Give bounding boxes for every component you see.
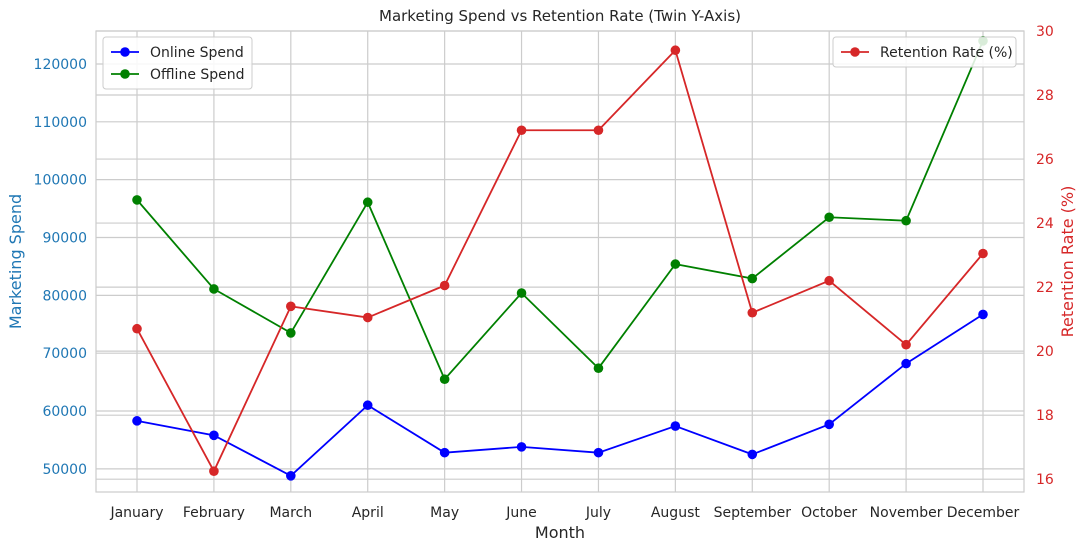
data-point: [670, 421, 681, 431]
legend-right: Retention Rate (%): [832, 36, 1017, 68]
data-point: [516, 288, 527, 298]
data-point: [978, 248, 988, 259]
legend-marker: [120, 47, 130, 57]
x-tick-label: April: [352, 505, 384, 521]
left-tick-label: 70000: [42, 346, 87, 362]
left-axis-ticks: 50000 60000 70000 80000 90000 100000 110000 120…: [34, 57, 87, 478]
data-point: [286, 328, 296, 338]
data-point: [132, 323, 142, 334]
x-axis-ticks: January February March April May June July Augu…: [109, 505, 1019, 521]
right-tick-label: 22: [1036, 280, 1054, 296]
data-point: [824, 275, 834, 286]
legend-box: [832, 36, 1017, 68]
data-point: [516, 125, 527, 136]
data-point: [362, 197, 373, 208]
legend-box: [102, 36, 253, 90]
data-point: [824, 419, 834, 430]
data-point: [593, 363, 604, 374]
data-point: [132, 416, 142, 426]
x-tick-label: September: [714, 505, 792, 521]
series-line: [136, 40, 984, 381]
legend-label: Online Spend: [150, 45, 244, 61]
data-point: [362, 400, 373, 411]
data-point: [439, 447, 450, 458]
legend-item: Online Spend: [111, 45, 244, 61]
right-tick-label: 26: [1036, 152, 1054, 168]
x-tick-label: August: [651, 505, 701, 521]
data-point: [132, 195, 142, 205]
data-point: [516, 442, 527, 452]
series-offline-spend: [132, 36, 988, 385]
right-axis-label: Retention Rate (%): [1058, 186, 1077, 338]
data-point: [439, 280, 450, 291]
legend-marker: [850, 47, 860, 57]
data-point: [901, 339, 911, 350]
right-axis-ticks: 16 18 20 22 24 26 28 30: [1036, 24, 1054, 488]
data-point: [593, 447, 604, 458]
x-tick-label: October: [801, 505, 857, 521]
right-tick-label: 16: [1036, 472, 1054, 488]
x-tick-label: February: [183, 505, 245, 521]
data-point: [747, 273, 758, 284]
x-tick-label: June: [505, 505, 537, 521]
legend-label: Offline Spend: [150, 67, 245, 83]
legend-marker: [120, 69, 130, 79]
x-tick-label: March: [269, 505, 312, 521]
data-point: [286, 301, 296, 312]
data-point: [209, 284, 219, 294]
series-layer: [132, 36, 988, 481]
x-axis-label: Month: [535, 523, 585, 542]
left-tick-label: 50000: [42, 462, 87, 478]
left-tick-label: 100000: [34, 173, 87, 189]
legend-left: Online Spend Offline Spend: [102, 36, 253, 90]
left-tick-label: 60000: [42, 404, 87, 420]
left-tick-label: 80000: [42, 288, 87, 304]
right-tick-label: 30: [1036, 24, 1054, 40]
left-tick-label: 110000: [34, 115, 87, 131]
data-point: [362, 312, 373, 323]
left-tick-label: 120000: [34, 57, 87, 73]
legend-label: Retention Rate (%): [880, 45, 1013, 61]
series-retention-rate: [132, 45, 988, 476]
data-point: [901, 215, 911, 226]
data-point: [439, 374, 450, 385]
data-point: [209, 466, 219, 476]
data-point: [824, 212, 834, 223]
x-tick-label: May: [430, 505, 459, 521]
right-tick-label: 18: [1036, 408, 1054, 424]
x-tick-label: July: [585, 505, 611, 521]
left-tick-label: 90000: [42, 230, 87, 246]
legend-item: Retention Rate (%): [841, 45, 1013, 61]
x-tick-label: November: [870, 505, 943, 521]
data-point: [747, 307, 758, 318]
x-tick-label: December: [947, 505, 1020, 521]
data-point: [901, 358, 911, 369]
x-tick-label: January: [109, 505, 163, 521]
data-point: [747, 449, 758, 460]
left-axis-label: Marketing Spend: [6, 194, 25, 329]
plot-frame: [95, 30, 1025, 493]
series-line: [136, 313, 984, 477]
chart-title: Marketing Spend vs Retention Rate (Twin …: [379, 7, 741, 25]
series-online-spend: [132, 309, 988, 481]
right-tick-label: 24: [1036, 216, 1054, 232]
data-point: [593, 125, 604, 136]
series-line: [136, 48, 984, 474]
data-point: [209, 430, 219, 441]
data-point: [670, 259, 681, 269]
legend-item: Offline Spend: [111, 67, 245, 83]
data-point: [670, 45, 681, 56]
data-point: [286, 471, 296, 481]
data-point: [978, 309, 988, 320]
right-tick-label: 28: [1036, 88, 1054, 104]
right-tick-label: 20: [1036, 344, 1054, 360]
